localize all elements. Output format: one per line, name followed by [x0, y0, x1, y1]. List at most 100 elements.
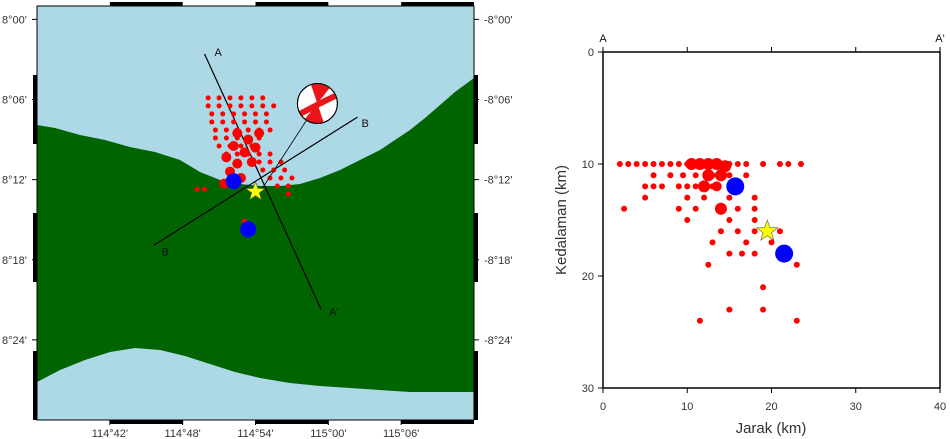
- x-tick-label: 0: [600, 401, 606, 413]
- event-point: [216, 95, 222, 101]
- y-tick-label: 0: [588, 47, 594, 59]
- event-point: [253, 111, 258, 117]
- hypocenter-point: [726, 217, 733, 223]
- hypocenter-point: [734, 161, 741, 167]
- hypocenter-point: [709, 239, 716, 246]
- plot-area: [602, 51, 941, 389]
- event-point: [245, 127, 251, 133]
- hypocenter-point: [776, 228, 783, 235]
- hypocenter-point: [693, 158, 706, 170]
- event-point: [220, 111, 226, 117]
- frame-tick-left: [33, 75, 37, 144]
- lat-tick-label-left: 8°18': [2, 255, 27, 267]
- event-point: [267, 127, 273, 133]
- event-point: [250, 142, 261, 153]
- hypocenter-point: [768, 239, 775, 246]
- event-point: [267, 175, 273, 181]
- hypocenter-point: [692, 172, 699, 179]
- event-point: [267, 159, 273, 165]
- frame-tick-right: [474, 75, 478, 144]
- event-point: [238, 143, 244, 149]
- profile-a-end-label: A': [329, 306, 338, 318]
- lat-tick-label-right: -8°06': [484, 95, 513, 107]
- hypocenter-point: [701, 194, 708, 201]
- hypocenter-point: [650, 172, 657, 179]
- event-point: [238, 95, 244, 101]
- hypocenter-point: [680, 172, 687, 179]
- y-axis-title: Kedalaman (km): [553, 165, 570, 275]
- event-point: [256, 159, 262, 165]
- hypocenter-point: [702, 158, 715, 170]
- hypocenter-point: [785, 161, 792, 167]
- station-marker: [225, 173, 242, 190]
- lat-tick-label-right: -8°18': [484, 255, 513, 267]
- hypocenter-point: [726, 194, 733, 201]
- profile-b-start-label: B: [162, 246, 169, 258]
- land-area: [37, 78, 474, 420]
- hypocenter-point: [684, 217, 691, 223]
- lon-tick-label: 115°06': [383, 428, 419, 439]
- hypocenter-point: [743, 172, 750, 179]
- hypocenter-point: [705, 261, 712, 268]
- lat-tick-label-left: 8°12': [2, 175, 27, 187]
- frame-tick-top: [109, 2, 183, 6]
- mainshock-star-icon: [755, 219, 779, 241]
- event-point: [242, 111, 248, 117]
- event-point: [260, 167, 266, 173]
- hypocenter-point: [642, 161, 649, 167]
- hypocenter-point: [642, 183, 649, 190]
- station-marker: [775, 244, 794, 263]
- hypocenter-point: [667, 172, 674, 179]
- hypocenter-point: [667, 161, 674, 167]
- event-point: [212, 127, 218, 133]
- event-point: [285, 191, 291, 197]
- event-point: [205, 103, 211, 109]
- lon-tick-label: 114°48': [165, 428, 201, 439]
- event-point: [227, 103, 233, 109]
- event-point: [260, 95, 266, 101]
- event-point: [216, 103, 222, 109]
- hypocenter-point: [743, 239, 750, 246]
- event-point: [249, 103, 255, 109]
- profile-b-end-label: B: [361, 118, 368, 130]
- profile-a-start-label: A: [215, 47, 223, 59]
- hypocenter-point: [776, 161, 783, 167]
- event-point: [223, 127, 229, 133]
- profile-end-label: A': [935, 33, 944, 45]
- event-point: [260, 103, 266, 109]
- event-point: [221, 152, 232, 163]
- hypocenter-point: [760, 306, 767, 313]
- event-point: [227, 95, 233, 101]
- event-point: [194, 186, 200, 192]
- event-point: [246, 157, 257, 168]
- event-point: [231, 119, 237, 125]
- event-point: [282, 167, 288, 173]
- frame-tick-left: [33, 351, 37, 420]
- hypocenter-point: [797, 161, 804, 167]
- frame-tick-right: [474, 351, 478, 420]
- event-point: [202, 186, 208, 192]
- hypocenter-point: [698, 180, 711, 193]
- hypocenter-point: [702, 169, 715, 182]
- hypocenter-point: [760, 284, 767, 291]
- event-point: [254, 128, 265, 139]
- hypocenter-point: [675, 161, 682, 167]
- hypocenter-point: [717, 228, 724, 235]
- event-point: [209, 111, 215, 117]
- frame-tick-top: [255, 2, 329, 6]
- x-tick-label: 40: [934, 401, 946, 413]
- hypocenter-point: [714, 202, 727, 215]
- event-point: [223, 135, 229, 141]
- event-point: [249, 95, 255, 101]
- event-point: [209, 119, 215, 125]
- event-point: [231, 111, 237, 117]
- hypocenter-point: [719, 160, 732, 173]
- epicenter-map-panel: A A' B B 114°42' 114°48' 114°54' 115°00' 115°06…: [2, 2, 513, 439]
- hypocenter-point: [711, 181, 722, 192]
- hypocenter-point: [650, 183, 657, 190]
- x-tick-label: 20: [765, 401, 777, 413]
- event-point: [232, 158, 243, 169]
- hypocenter-point: [675, 183, 682, 190]
- event-point: [289, 175, 295, 181]
- hypocenter-point: [692, 205, 699, 212]
